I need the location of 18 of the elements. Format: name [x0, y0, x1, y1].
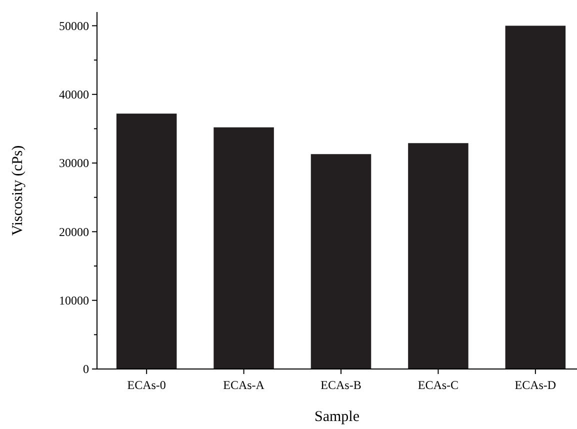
- bar: [310, 154, 372, 369]
- bar: [214, 127, 274, 369]
- y-tick-label: 40000: [59, 88, 89, 102]
- bar: [505, 26, 566, 369]
- bar: [408, 143, 468, 369]
- y-tick-label: 0: [83, 362, 89, 376]
- x-tick-label: ECAs-B: [320, 378, 362, 392]
- y-tick-label: 20000: [59, 224, 89, 239]
- y-tick-label: 50000: [59, 18, 89, 33]
- x-tick-label: ECAs-A: [223, 378, 265, 392]
- x-tick-label: ECAs-C: [418, 378, 459, 392]
- y-axis-title: Viscosity (cPs): [10, 145, 26, 236]
- x-tick-label: ECAs-D: [514, 378, 556, 392]
- x-tick-label: ECAs-0: [127, 378, 166, 392]
- bar: [116, 114, 177, 369]
- y-tick-label: 30000: [59, 156, 89, 170]
- y-tick-label: 10000: [59, 294, 89, 308]
- x-axis-title: Sample: [314, 409, 360, 425]
